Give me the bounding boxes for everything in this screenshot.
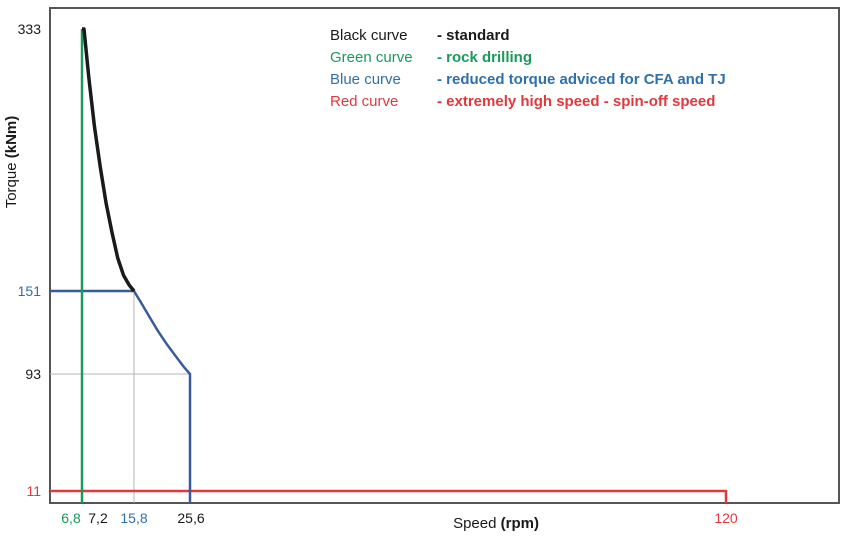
x-axis-title: Speed (rpm) <box>453 515 539 532</box>
legend-series-description: - standard <box>437 27 510 44</box>
y-tick-label: 151 <box>18 283 42 299</box>
x-tick-label: 15,8 <box>120 510 147 526</box>
red-curve-line <box>50 489 728 503</box>
reference-lines <box>50 291 190 503</box>
black-curve-line <box>82 27 136 293</box>
plot-frame <box>49 7 840 504</box>
legend-series-name: Black curve <box>330 27 408 44</box>
legend-series-description: - rock drilling <box>437 49 532 66</box>
y-axis-title: Torque (kNm) <box>3 116 20 209</box>
legend-series-description: - extremely high speed - spin-off speed <box>437 93 715 110</box>
y-tick-label: 93 <box>25 366 41 382</box>
legend-series-name: Green curve <box>330 49 413 66</box>
x-tick-label: 6,8 <box>61 510 81 526</box>
legend-series-name: Red curve <box>330 93 398 110</box>
x-tick-label: 25,6 <box>177 510 204 526</box>
x-tick-label: 7,2 <box>88 510 108 526</box>
legend-series-description: - reduced torque adviced for CFA and TJ <box>437 71 726 88</box>
y-tick-label: 333 <box>18 21 42 37</box>
legend: Black curve - standard Green curve - rock d… <box>330 27 726 110</box>
legend-series-name: Blue curve <box>330 71 401 88</box>
x-tick-label: 120 <box>714 510 738 526</box>
blue-curve-line <box>50 289 192 503</box>
series-layer <box>50 27 728 503</box>
tick-labels: 6,8 7,2 15,8 25,6 120 333 151 93 11 <box>18 21 738 526</box>
y-tick-label: 11 <box>26 483 41 499</box>
